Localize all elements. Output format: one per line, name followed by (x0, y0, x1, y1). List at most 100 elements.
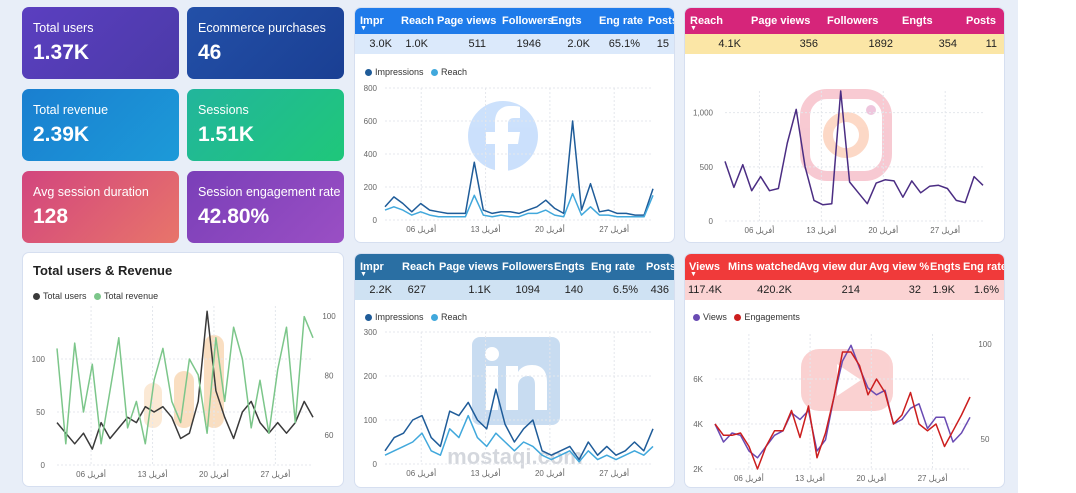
column-header[interactable]: Posts (966, 15, 996, 27)
series-line-impressions (384, 388, 654, 461)
column-header[interactable]: Followers (827, 15, 879, 27)
instagram-card: Reach Page views Followers Engts Posts ▼… (684, 7, 1005, 243)
x-tick-label: 27 أفريل (599, 223, 629, 234)
x-tick-label: 27 أفريل (918, 472, 948, 483)
facebook-card: Impr Reach Page views Followers Engts En… (354, 7, 675, 243)
facebook-table-row: 3.0K 1.0K 511 1946 2.0K 65.1% 15 (355, 34, 674, 54)
table-cell: 1.1K (468, 284, 491, 296)
x-tick-label: 13 أفريل (138, 468, 168, 479)
table-cell: 4.1K (718, 38, 741, 50)
instagram-chart: 0 500 1,000 06 أفريل 13 أفريل 20 أفريل 27 أفري… (693, 89, 984, 235)
legend-marker (431, 69, 439, 76)
column-header[interactable]: Posts (646, 261, 675, 273)
linkedin-chart: mostaqi.com 0 100 200 300 06 أفريل 13 أفريل 20… (364, 328, 654, 478)
y2-tick-label: 60 (325, 431, 334, 440)
table-cell: 511 (468, 38, 486, 50)
table-cell: 1946 (516, 38, 541, 50)
table-cell: 2.0K (567, 38, 590, 50)
x-tick-label: 13 أفريل (795, 472, 825, 483)
table-cell: 65.1% (608, 38, 640, 50)
y-tick-label: 300 (364, 328, 378, 337)
table-cell: 214 (841, 284, 860, 296)
legend-marker (431, 314, 439, 321)
kpi-value: 46 (198, 41, 222, 64)
column-header[interactable]: Page views (439, 261, 499, 273)
youtube-logo-icon (801, 349, 893, 411)
x-tick-label: 06 أفريل (406, 467, 436, 478)
kpi-label: Session engagement rate (198, 185, 341, 199)
column-header[interactable]: Page views (751, 15, 811, 27)
column-header[interactable]: Eng rate (599, 15, 644, 27)
column-header[interactable]: Engts (902, 15, 933, 27)
column-header[interactable]: Posts (648, 15, 675, 27)
y-tick-label: 1,000 (693, 109, 714, 118)
sort-arrow-icon[interactable]: ▼ (690, 25, 697, 32)
x-tick-label: 20 أفريل (856, 472, 886, 483)
sort-arrow-icon[interactable]: ▼ (360, 271, 367, 278)
legend-label: Impressions (375, 312, 424, 322)
kpi-value: 42.80% (198, 205, 270, 228)
column-header[interactable]: Avg view dur (799, 261, 868, 273)
x-tick-label: 27 أفريل (260, 468, 290, 479)
legend-label: Reach (441, 67, 468, 77)
legend-marker (734, 314, 742, 321)
users-revenue-card: Total users & Revenue Total users Total … (22, 252, 344, 487)
column-header[interactable]: Page views (437, 15, 497, 27)
table-cell: 2.2K (369, 284, 392, 296)
column-header[interactable]: Eng rate (591, 261, 636, 273)
series-line-reach (384, 414, 654, 463)
y-tick-label: 500 (700, 163, 714, 172)
instagram-table-header: Reach Page views Followers Engts Posts ▼ (685, 8, 1004, 34)
x-tick-label: 06 أفريل (745, 224, 775, 235)
legend-marker (365, 69, 372, 76)
x-tick-label: 27 أفريل (930, 224, 960, 235)
y-tick-label: 0 (41, 461, 46, 470)
table-cell: 1892 (868, 38, 893, 50)
sort-arrow-icon[interactable]: ▼ (690, 271, 697, 278)
series-line-reach (724, 90, 984, 206)
y2-tick-label: 100 (322, 312, 336, 321)
legend-label: Reach (441, 312, 468, 322)
table-cell: 627 (407, 284, 426, 296)
facebook-table-header: Impr Reach Page views Followers Engts En… (355, 8, 674, 34)
series-line-total-revenue (56, 315, 314, 445)
table-cell: 6.5% (612, 284, 638, 296)
y2-tick-label: 100 (978, 340, 992, 349)
kpi-value: 1.51K (198, 123, 255, 146)
x-tick-label: 20 أفريل (535, 223, 565, 234)
column-header[interactable]: Avg view % (869, 261, 930, 273)
series-line-impressions (384, 120, 654, 216)
table-cell: 1.6% (973, 284, 999, 296)
instagram-table-row: 4.1K 356 1892 354 11 (685, 34, 1004, 54)
chart-legend: Impressions Reach (360, 67, 467, 77)
watermark-text: mostaqi.com (447, 444, 583, 469)
table-cell: 436 (650, 284, 669, 296)
kpi-total-users: Total users 1.37K (22, 7, 179, 79)
linkedin-logo-icon (472, 337, 560, 425)
column-header[interactable]: Engts (551, 15, 582, 27)
column-header[interactable]: Engts (554, 261, 585, 273)
table-cell: 32 (908, 284, 921, 296)
column-header[interactable]: Mins watched (728, 261, 801, 273)
sort-arrow-icon[interactable]: ▼ (360, 25, 367, 32)
kpi-value: 2.39K (33, 123, 90, 146)
youtube-chart: 2K 4K 6K 50 100 06 أفريل 13 أفريل 20 أفريل 27 أف… (693, 334, 992, 483)
column-header[interactable]: Impr (360, 15, 384, 27)
facebook-logo-icon (468, 101, 538, 176)
y-tick-label: 100 (32, 355, 46, 364)
column-header[interactable]: Followers (502, 15, 554, 27)
column-header[interactable]: Impr (360, 261, 384, 273)
column-header[interactable]: Reach (690, 15, 724, 27)
y-tick-label: 0 (709, 217, 714, 226)
column-header[interactable]: Engts (930, 261, 961, 273)
page-margin (1018, 0, 1076, 493)
table-cell: 1.9K (932, 284, 955, 296)
table-cell: 140 (564, 284, 583, 296)
column-header[interactable]: Followers (502, 261, 554, 273)
column-header[interactable]: Views (689, 261, 720, 273)
column-header[interactable]: Reach (402, 261, 436, 273)
legend-label: Total users (43, 291, 87, 301)
column-header[interactable]: Eng rate (963, 261, 1005, 273)
column-header[interactable]: Reach (401, 15, 435, 27)
x-tick-label: 20 أفريل (535, 467, 565, 478)
